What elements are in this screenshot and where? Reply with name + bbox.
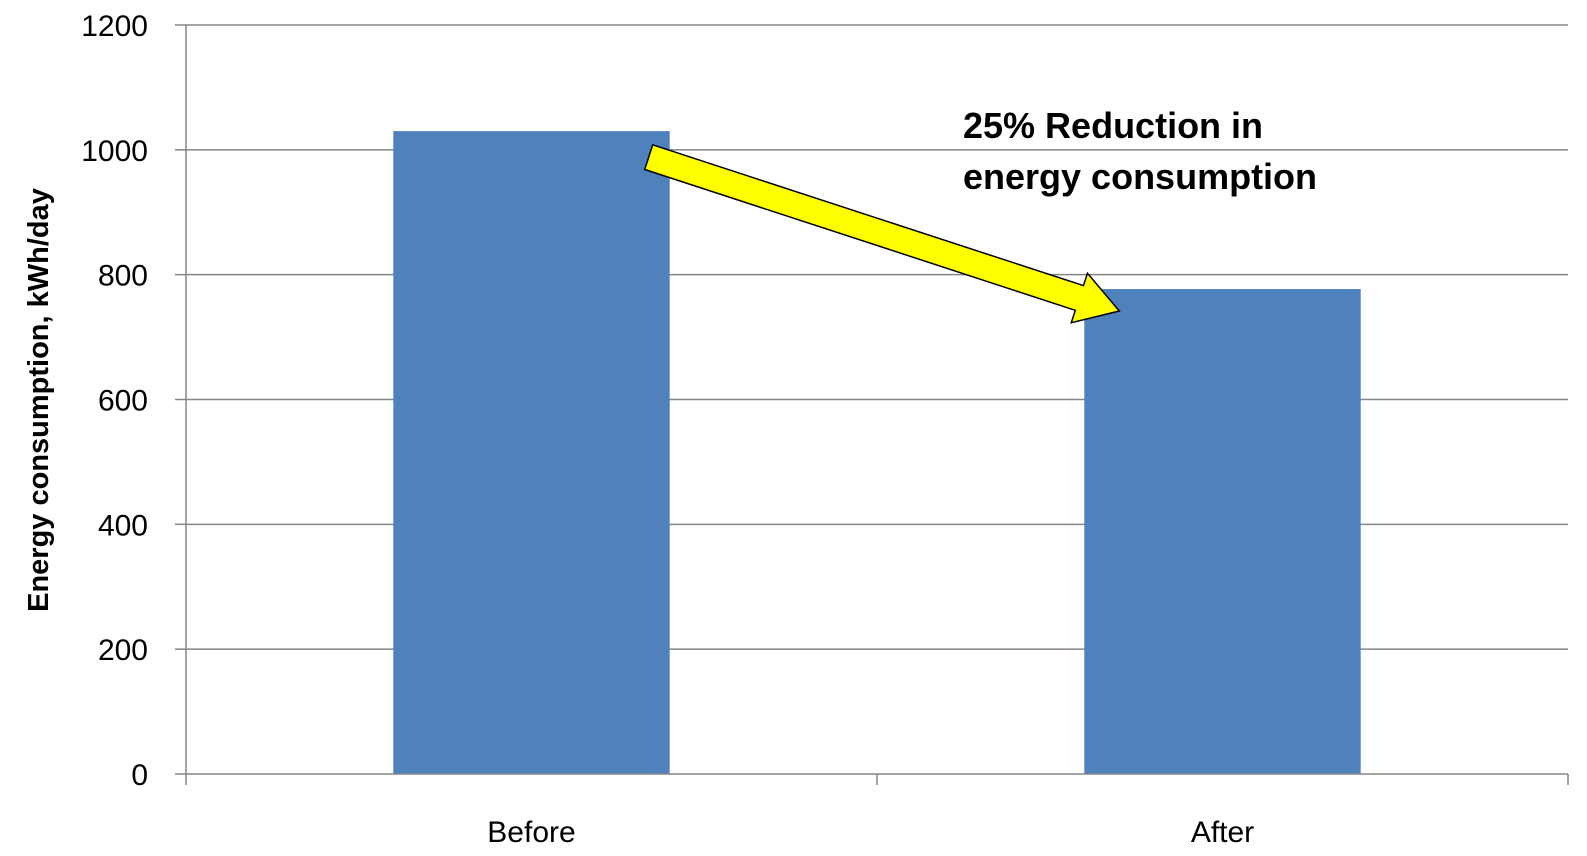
y-tick-label: 800 <box>98 260 148 293</box>
bars <box>393 131 1361 774</box>
bar-after <box>1084 289 1361 774</box>
y-tick-label: 1200 <box>81 10 148 43</box>
y-tick-labels: 0 200 400 600 800 1000 1200 <box>81 10 148 792</box>
annotation-line-2: energy consumption <box>963 156 1317 197</box>
y-tick-label: 1000 <box>81 135 148 168</box>
reduction-arrow <box>643 143 1121 324</box>
axes <box>175 24 1569 785</box>
y-tick-label: 600 <box>98 385 148 418</box>
x-tick-label: After <box>1191 816 1254 849</box>
x-tick-label: Before <box>487 816 575 849</box>
arrow-icon <box>643 143 1121 324</box>
annotation-line-1: 25% Reduction in <box>963 105 1263 146</box>
y-tick-label: 200 <box>98 634 148 667</box>
y-tick-label: 0 <box>131 759 148 792</box>
x-tick-labels: Before After <box>487 816 1254 849</box>
bar-before <box>393 131 670 774</box>
y-axis-title: Energy consumption, kWh/day <box>23 188 55 612</box>
y-tick-label: 400 <box>98 509 148 542</box>
